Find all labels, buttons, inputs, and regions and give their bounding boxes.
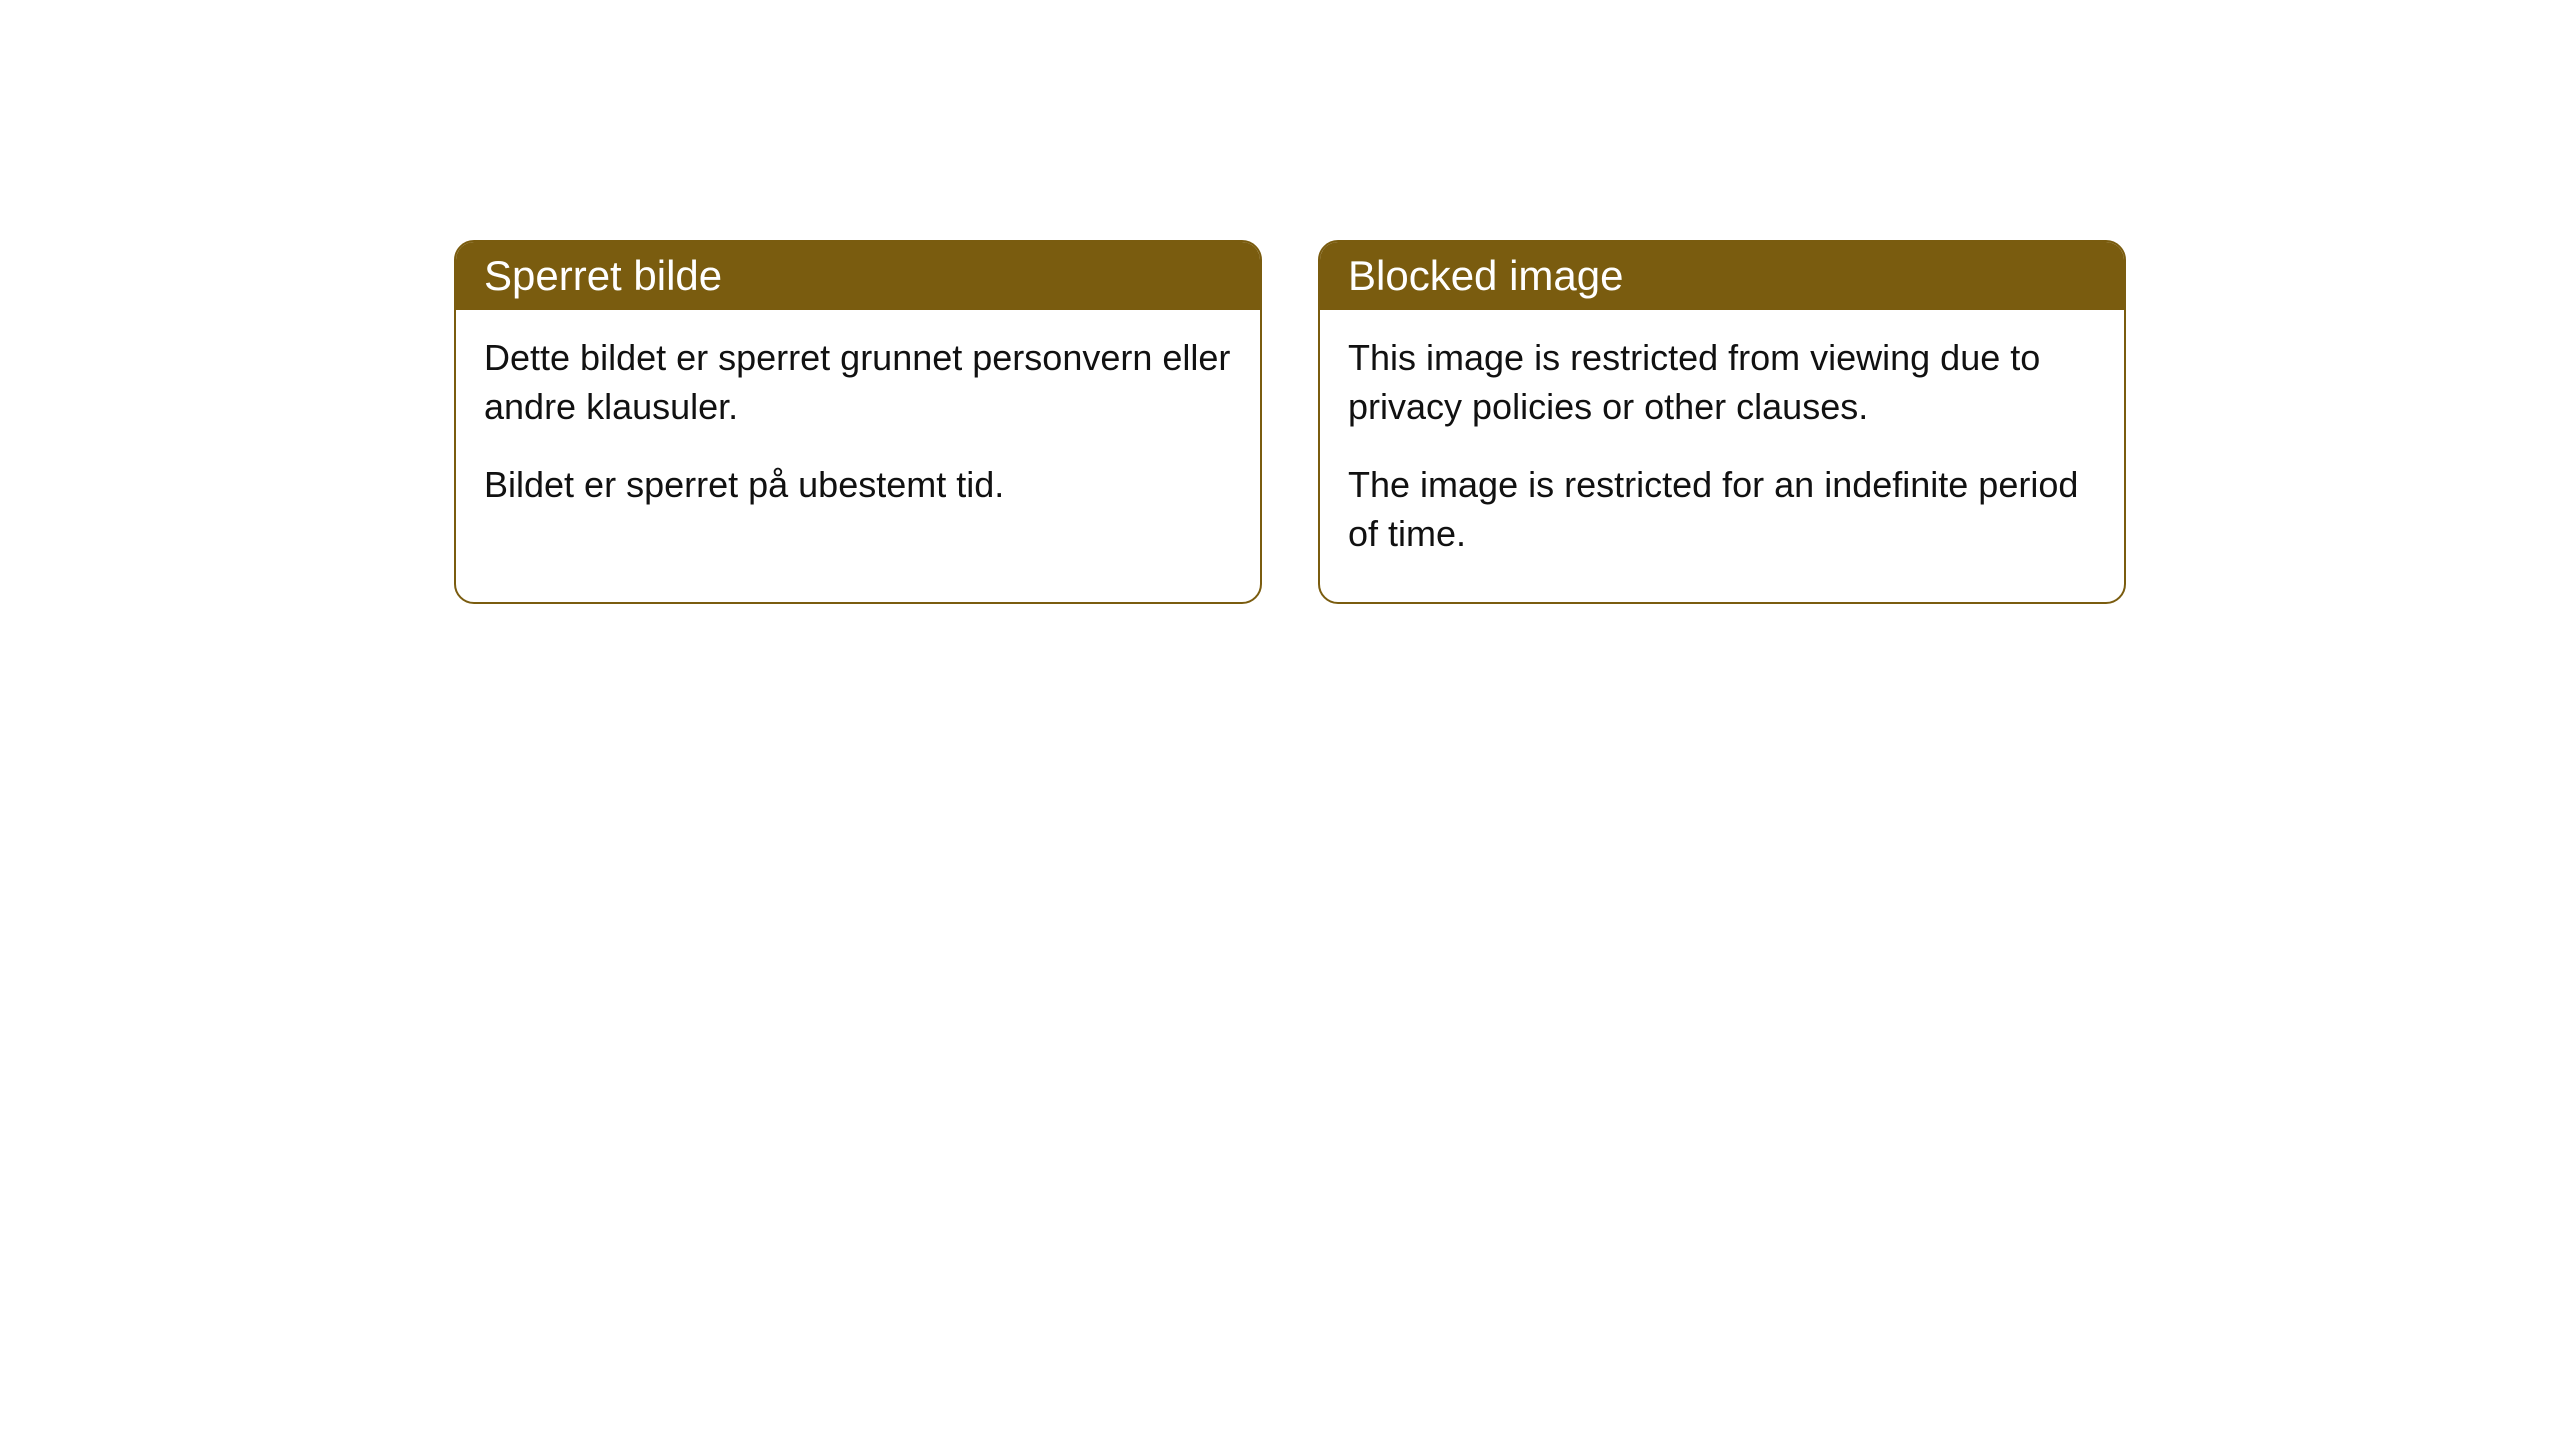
card-body: This image is restricted from viewing du… <box>1320 310 2124 602</box>
card-paragraph: This image is restricted from viewing du… <box>1348 334 2096 431</box>
card-header: Blocked image <box>1320 242 2124 310</box>
card-paragraph: The image is restricted for an indefinit… <box>1348 461 2096 558</box>
notice-card-norwegian: Sperret bilde Dette bildet er sperret gr… <box>454 240 1262 604</box>
notice-cards-container: Sperret bilde Dette bildet er sperret gr… <box>454 240 2126 604</box>
card-title: Blocked image <box>1348 252 1623 299</box>
card-title: Sperret bilde <box>484 252 722 299</box>
card-body: Dette bildet er sperret grunnet personve… <box>456 310 1260 554</box>
notice-card-english: Blocked image This image is restricted f… <box>1318 240 2126 604</box>
card-paragraph: Dette bildet er sperret grunnet personve… <box>484 334 1232 431</box>
card-header: Sperret bilde <box>456 242 1260 310</box>
card-paragraph: Bildet er sperret på ubestemt tid. <box>484 461 1232 510</box>
